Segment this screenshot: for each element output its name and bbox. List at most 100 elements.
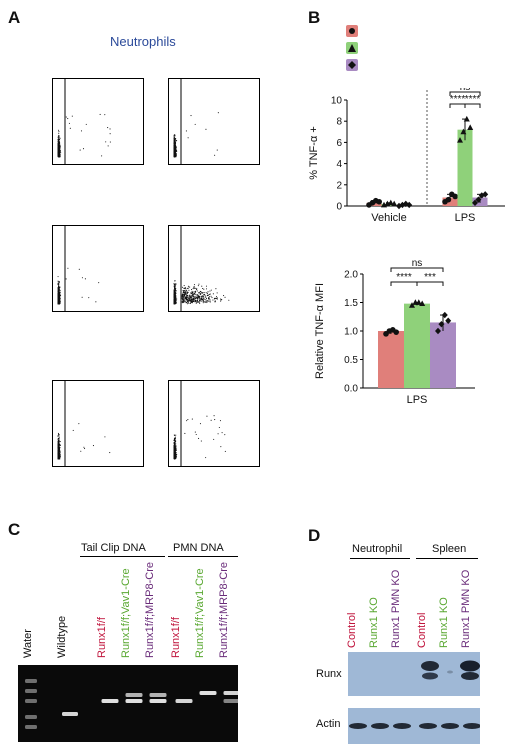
western-header-neutrophil: Neutrophil bbox=[352, 543, 403, 555]
chart2-sig-bracket-1 bbox=[416, 281, 444, 286]
western-lane-labels: Control Runx1 KO Runx1 PMN KO Control Runx1 … bbox=[346, 569, 472, 648]
gel-band-vav-del bbox=[125, 693, 143, 697]
flow-plot-0-0 bbox=[52, 78, 144, 165]
gel-ladder-band-1 bbox=[25, 689, 37, 693]
western-row-runx: Runx bbox=[316, 668, 342, 680]
gel-band-mrp-flox bbox=[149, 699, 167, 703]
chart1-point-1-2-1 bbox=[475, 196, 482, 203]
western-row-actin: Actin bbox=[316, 718, 341, 730]
chart1-sig-label-2: ns bbox=[460, 88, 471, 93]
gel-image bbox=[18, 665, 238, 742]
western-actin-strip bbox=[348, 708, 480, 744]
chart1-bar-1-1 bbox=[457, 129, 473, 206]
chart1-point-1-0-1 bbox=[445, 196, 452, 203]
chart2-point-0-1-3 bbox=[419, 300, 426, 307]
chart2-bar-0-0 bbox=[378, 331, 404, 388]
chart1-point-1-1-0 bbox=[457, 137, 463, 143]
chart2-ytick-3: 1.5 bbox=[344, 298, 358, 309]
western-actin-band-2 bbox=[393, 723, 411, 729]
chart2-ytick-1: 0.5 bbox=[344, 355, 358, 366]
panel-label-b: B bbox=[308, 8, 321, 27]
flow-plot-2-0 bbox=[52, 380, 144, 467]
western-actin-band-3 bbox=[419, 723, 437, 729]
chart1-point-1-1-3 bbox=[467, 124, 474, 130]
western-runx-band-spleen-pmn bbox=[460, 660, 480, 672]
chart1-sig-label-1: **** bbox=[465, 94, 481, 105]
chart1-point-0-0-3 bbox=[376, 198, 382, 205]
chart2-sig-bracket-2 bbox=[390, 267, 444, 272]
chart2-sig-label-2: ns bbox=[412, 260, 423, 269]
western-header-neutrophil-line bbox=[350, 558, 410, 559]
gel-band-vav-flox bbox=[125, 699, 143, 703]
panel-label-d: D bbox=[308, 526, 321, 545]
western-actin-band-0 bbox=[349, 723, 367, 729]
chart2-point-0-1-2 bbox=[415, 299, 422, 305]
chart1-xtick-1: LPS bbox=[455, 212, 476, 224]
chart2-point-0-2-1 bbox=[438, 320, 445, 328]
chart1-point-1-2-0 bbox=[472, 199, 478, 207]
flow-title: Neutrophils bbox=[110, 34, 176, 49]
chart2-sig-label-0: **** bbox=[396, 272, 412, 283]
gel-band-f1 bbox=[101, 699, 119, 703]
chart2-xtick-0: LPS bbox=[407, 394, 428, 406]
gel-band-pmn-f1 bbox=[175, 699, 193, 703]
chart1-point-1-2-3 bbox=[482, 191, 489, 198]
panel-label-a: A bbox=[8, 8, 21, 27]
gel-band-wt bbox=[62, 712, 78, 716]
western-lane-label-2: Runx1 PMN KO bbox=[390, 569, 402, 648]
western-lane-label-1: Runx1 KO bbox=[368, 597, 380, 648]
chart1-sig-bracket-2 bbox=[449, 91, 481, 96]
chart2-bar-0-2 bbox=[430, 322, 456, 388]
western-lane-label-3: Control bbox=[416, 612, 428, 648]
chart1-point-0-2-3 bbox=[406, 201, 413, 209]
western-runx-band-spleen-pmn-2 bbox=[461, 672, 479, 680]
gel-ladder-band-2 bbox=[25, 699, 37, 703]
panel-label-c: C bbox=[8, 520, 21, 539]
western-actin-band-1 bbox=[371, 723, 389, 729]
chart1-ytick-5: 10 bbox=[331, 96, 343, 107]
flow-plot-2-1 bbox=[168, 380, 260, 467]
chart1-ytick-4: 8 bbox=[336, 117, 342, 128]
chart1-point-1-1-1 bbox=[460, 128, 467, 135]
chart2-point-0-0-3 bbox=[393, 329, 399, 335]
western-actin-band-5 bbox=[463, 723, 480, 729]
chart2-sig-label-1: *** bbox=[424, 272, 436, 283]
flow-plot-1-0 bbox=[52, 225, 144, 312]
gel-ladder-band-3 bbox=[25, 715, 37, 719]
chart1-sig-label-0: **** bbox=[450, 94, 466, 105]
chart2-ytick-0: 0.0 bbox=[344, 384, 358, 395]
chart2-bar-0-1 bbox=[404, 303, 430, 388]
flow-plot-0-1 bbox=[168, 78, 260, 165]
chart2-ytick-4: 2.0 bbox=[344, 270, 358, 281]
legend bbox=[345, 24, 520, 84]
western-header-spleen: Spleen bbox=[432, 543, 467, 555]
western-runx-band-spleen-control bbox=[421, 661, 439, 671]
gel-ladder-band-4 bbox=[25, 725, 37, 729]
western-header-spleen-line bbox=[416, 558, 478, 559]
tnf-percent-chart: 0 2 4 6 8 10 % TNF-α + Vehicle LPS ********ns bbox=[308, 88, 505, 224]
western-blot-image bbox=[348, 652, 480, 744]
chart1-xtick-0: Vehicle bbox=[371, 212, 406, 224]
gel-header-pmn-line bbox=[168, 556, 238, 557]
chart2-ylabel: Relative TNF-α MFI bbox=[314, 283, 326, 379]
gel-ladder-band-0 bbox=[25, 679, 37, 683]
chart2-point-0-1-0 bbox=[409, 302, 415, 308]
western-runx-band-spleen-ko bbox=[447, 670, 453, 674]
chart2-point-0-2-0 bbox=[435, 327, 441, 335]
gel-header-tail: Tail Clip DNA bbox=[81, 542, 146, 554]
chart2-point-0-2-3 bbox=[445, 317, 452, 324]
gel-header-tail-line bbox=[80, 556, 165, 557]
western-lane-label-4: Runx1 KO bbox=[438, 597, 450, 648]
flow-plot-1-1 bbox=[168, 225, 260, 312]
chart2-ytick-2: 1.0 bbox=[344, 327, 358, 338]
chart1-point-0-1-2 bbox=[387, 199, 394, 206]
chart1-point-1-0-3 bbox=[452, 193, 458, 200]
chart1-point-0-1-3 bbox=[391, 200, 398, 207]
chart1-ytick-2: 4 bbox=[336, 159, 342, 170]
gel-band-pmn-vav-del bbox=[199, 691, 217, 695]
chart1-ytick-0: 0 bbox=[336, 202, 342, 213]
flow-panel bbox=[0, 0, 300, 510]
legend-swatch-0 bbox=[346, 25, 358, 37]
western-lane-label-5: Runx1 PMN KO bbox=[460, 569, 472, 648]
